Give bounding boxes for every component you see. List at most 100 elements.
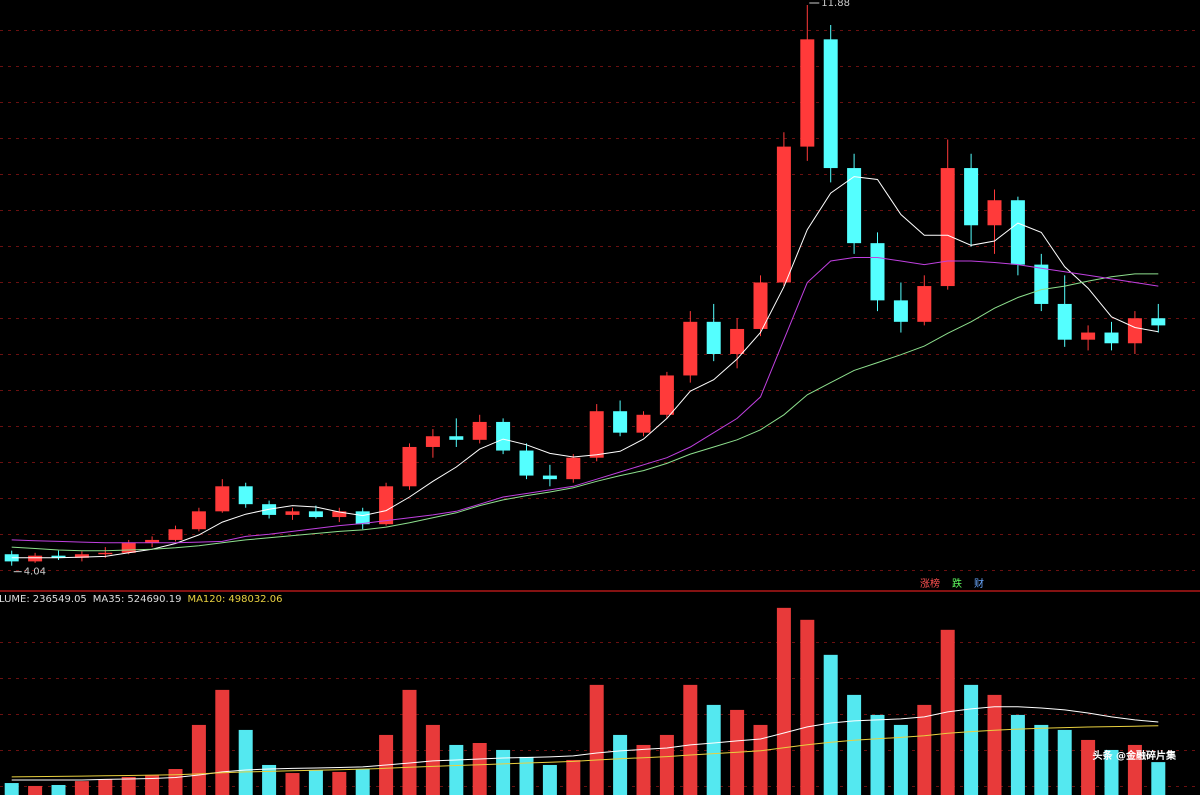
candle-body [917, 286, 932, 322]
candle-body [776, 146, 791, 283]
candle-body [472, 421, 487, 440]
candle-body [425, 436, 440, 447]
volume-bar [98, 779, 113, 795]
candle-body [51, 555, 66, 558]
tag: 涨榜 [920, 577, 940, 590]
candle-body [589, 411, 604, 458]
candle-body [1127, 318, 1142, 344]
candle-body [683, 321, 698, 376]
volume-bar [776, 607, 791, 795]
volume-bar [425, 724, 440, 795]
volume-bar [917, 704, 932, 795]
candle-body [613, 411, 628, 433]
volume-bar [613, 734, 628, 795]
candle-body [987, 200, 1002, 226]
ma-line [11, 257, 1159, 544]
volume-bar [4, 783, 19, 795]
candle-body [1081, 332, 1096, 340]
volume-bar [589, 684, 604, 795]
volume-header: LUME: 236549.05 MA35: 524690.19 MA120: 498032… [0, 594, 282, 605]
candle-body [706, 321, 721, 354]
volume-bar [51, 784, 66, 795]
volume-bar [800, 619, 815, 795]
candle-body [355, 511, 370, 525]
candle-body [1057, 303, 1072, 340]
candle-body [145, 539, 160, 543]
candle-body [636, 414, 651, 433]
volume-header-part: 524690.19 [127, 594, 181, 605]
volume-bar [74, 781, 89, 795]
volume-bar [191, 724, 206, 795]
candle-body [74, 554, 89, 558]
candle-body [542, 475, 557, 480]
volume-bar [472, 742, 487, 795]
candle-body [753, 282, 768, 329]
volume-bar [1104, 749, 1119, 795]
volume-bar [308, 769, 323, 795]
candle-body [823, 39, 838, 169]
volume-bar [1034, 724, 1049, 795]
candle-body [519, 450, 534, 476]
volume-bar [870, 714, 885, 795]
low-marker: 4.04 [24, 567, 46, 578]
volume-header-part: 236549.05 [33, 594, 87, 605]
candle-body [870, 243, 885, 301]
volume-bar [683, 684, 698, 795]
volume-bar [987, 694, 1002, 795]
candle-body [238, 486, 253, 505]
volume-header-part: 498032.06 [228, 594, 282, 605]
candle-body [1010, 200, 1025, 265]
tag: 财 [974, 577, 984, 590]
volume-bar [1081, 739, 1096, 795]
candle-body [940, 168, 955, 287]
volume-header-part: LUME: [0, 594, 30, 605]
volume-bar [168, 768, 183, 795]
candle-body [1104, 332, 1119, 344]
candle-body [730, 328, 745, 354]
candle-body [1151, 318, 1166, 326]
volume-bar [542, 764, 557, 795]
candle-body [379, 486, 394, 525]
volume-bar [28, 785, 43, 795]
candle-body [847, 168, 862, 244]
volume-bar [636, 744, 651, 795]
candle-body [121, 542, 136, 553]
volume-bar [238, 729, 253, 795]
volume-bar [753, 724, 768, 795]
volume-bar [847, 694, 862, 795]
candle-body [332, 511, 347, 518]
volume-bar [285, 773, 300, 795]
candle-body [659, 375, 674, 415]
watermark: 头条 @金融碎片集 [1093, 749, 1177, 762]
candle-body [964, 168, 979, 226]
volume-bar [402, 689, 417, 795]
volume-ma-line [11, 706, 1159, 781]
candle-body [566, 457, 581, 480]
candle-body [1034, 264, 1049, 304]
candle-body [98, 552, 113, 555]
volume-bar [659, 734, 674, 795]
volume-bar [496, 749, 511, 795]
candle-body [800, 39, 815, 147]
candle-body [449, 436, 464, 440]
volume-ma-line [11, 725, 1159, 778]
candle-body [402, 446, 417, 487]
candle-body [28, 555, 43, 562]
candle-body [893, 300, 908, 322]
volume-bar [449, 744, 464, 795]
tag: 跌 [952, 577, 962, 590]
ma-line [11, 176, 1159, 559]
volume-bar [1151, 762, 1166, 795]
volume-bar [1057, 729, 1072, 795]
candle-body [215, 486, 230, 512]
volume-header-part: MA120: [187, 594, 225, 605]
candle-body [308, 511, 323, 518]
candle-body [191, 511, 206, 530]
volume-bar [215, 689, 230, 795]
volume-bar [355, 768, 370, 795]
volume-bar [121, 776, 136, 795]
volume-bar [332, 771, 347, 795]
grid-pattern [0, 0, 1200, 588]
